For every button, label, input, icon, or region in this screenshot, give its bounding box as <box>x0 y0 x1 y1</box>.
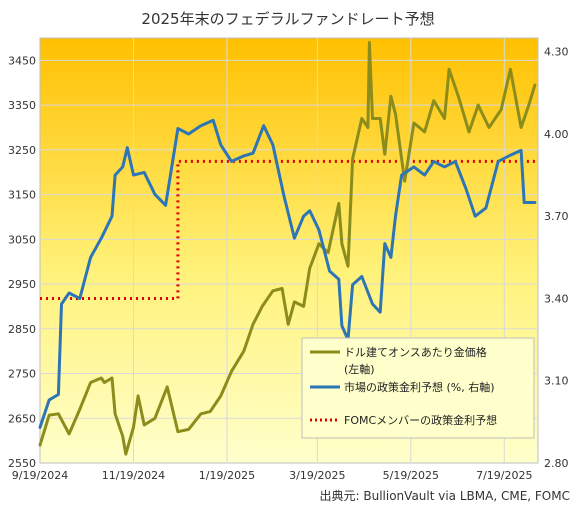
series-gold-price-line <box>38 41 537 456</box>
source-note: 出典元: BullionVault via LBMA, CME, FOMC <box>320 489 570 503</box>
right-tick-label: 2.80 <box>544 457 569 470</box>
left-tick-label: 3350 <box>8 99 36 112</box>
x-tick-label: 7/19/2025 <box>476 469 532 482</box>
legend-box <box>301 337 535 439</box>
left-tick-label: 3050 <box>8 233 36 246</box>
right-tick-label: 4.30 <box>544 46 569 59</box>
legend-label-gold: ドル建てオンスあたり金価格 <box>344 345 487 359</box>
right-tick-label: 3.10 <box>544 375 569 388</box>
legend-label-gold-axis: (左軸) <box>344 362 375 376</box>
left-tick-label: 3150 <box>8 189 36 202</box>
chart-title: 2025年末のフェデラルファンドレート予想 <box>141 10 434 28</box>
x-tick-label: 9/19/2024 <box>12 469 68 482</box>
left-axis-ticks: 2550 2650 2750 2850 2950 3050 3150 3250 3350 3450 <box>8 54 36 470</box>
x-tick-label: 1/19/2025 <box>199 469 255 482</box>
x-tick-label: 11/19/2024 <box>102 469 165 482</box>
left-tick-label: 2550 <box>8 457 36 470</box>
left-tick-label: 3250 <box>8 144 36 157</box>
right-tick-label: 3.40 <box>544 292 569 305</box>
left-tick-label: 2650 <box>8 412 36 425</box>
right-tick-label: 4.00 <box>544 128 569 141</box>
series-layer <box>38 41 538 456</box>
left-tick-label: 2850 <box>8 323 36 336</box>
x-tick-label: 3/19/2025 <box>289 469 345 482</box>
legend-label-fomc: FOMCメンバーの政策金利予想 <box>344 413 497 427</box>
x-axis-ticks: 9/19/2024 11/19/2024 1/19/2025 3/19/2025 5/1… <box>12 469 533 482</box>
left-tick-label: 2950 <box>8 278 36 291</box>
right-axis-ticks: 2.80 3.10 3.40 3.70 4.00 4.30 <box>544 46 569 470</box>
x-tick-label: 5/19/2025 <box>383 469 439 482</box>
left-tick-label: 3450 <box>8 54 36 67</box>
legend: ドル建てオンスあたり金価格 (左軸) 市場の政策金利予想 (%, 右軸) FOM… <box>301 337 535 439</box>
right-tick-label: 3.70 <box>544 210 569 223</box>
legend-label-policy: 市場の政策金利予想 (%, 右軸) <box>344 380 495 394</box>
left-tick-label: 2750 <box>8 368 36 381</box>
series-policy-rate-line <box>38 118 537 429</box>
